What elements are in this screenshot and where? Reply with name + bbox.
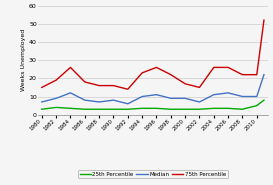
25th Percentile (255, 105, 259, 107)
Median (69, 92, 72, 94)
75th Percentile (112, 85, 115, 87)
75th Percentile (262, 19, 266, 21)
25th Percentile (155, 107, 158, 110)
25th Percentile (97, 108, 101, 110)
75th Percentile (198, 86, 201, 89)
Median (126, 103, 129, 105)
Y-axis label: Weeks Unemployed: Weeks Unemployed (21, 29, 26, 91)
Median (55, 97, 58, 100)
Median (262, 74, 266, 76)
Median (155, 94, 158, 96)
25th Percentile (183, 108, 187, 110)
75th Percentile (40, 86, 43, 89)
Median (169, 97, 173, 100)
75th Percentile (55, 79, 58, 81)
Median (83, 99, 87, 101)
Median (112, 99, 115, 101)
25th Percentile (241, 108, 244, 110)
75th Percentile (141, 72, 144, 74)
75th Percentile (241, 74, 244, 76)
75th Percentile (126, 88, 129, 90)
Median (198, 101, 201, 103)
25th Percentile (212, 107, 215, 110)
25th Percentile (126, 108, 129, 110)
Median (141, 95, 144, 98)
75th Percentile (83, 81, 87, 83)
Line: 25th Percentile: 25th Percentile (42, 100, 264, 109)
75th Percentile (227, 66, 230, 68)
Median (183, 97, 187, 100)
25th Percentile (227, 107, 230, 110)
75th Percentile (69, 66, 72, 68)
Median (212, 94, 215, 96)
25th Percentile (83, 108, 87, 110)
75th Percentile (255, 74, 259, 76)
25th Percentile (198, 108, 201, 110)
75th Percentile (155, 66, 158, 68)
75th Percentile (97, 85, 101, 87)
Median (255, 95, 259, 98)
25th Percentile (55, 106, 58, 109)
25th Percentile (112, 108, 115, 110)
75th Percentile (183, 83, 187, 85)
Median (97, 101, 101, 103)
Line: Median: Median (42, 75, 264, 104)
25th Percentile (69, 107, 72, 110)
25th Percentile (262, 99, 266, 101)
75th Percentile (169, 74, 173, 76)
25th Percentile (141, 107, 144, 110)
Median (40, 101, 43, 103)
Median (241, 95, 244, 98)
Legend: 25th Percentile, Median, 75th Percentile: 25th Percentile, Median, 75th Percentile (78, 170, 228, 178)
Line: 75th Percentile: 75th Percentile (42, 20, 264, 89)
25th Percentile (40, 108, 43, 110)
75th Percentile (212, 66, 215, 68)
25th Percentile (169, 108, 173, 110)
Median (227, 92, 230, 94)
